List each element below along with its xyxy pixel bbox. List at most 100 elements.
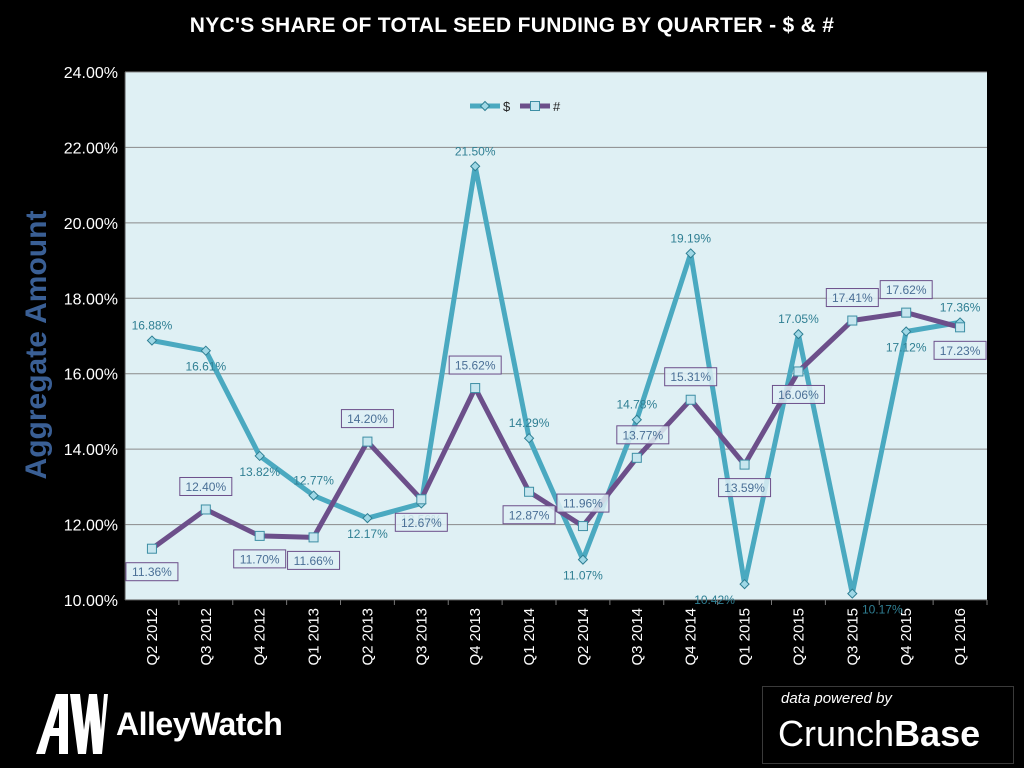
data-label-dollar: 10.42% (694, 593, 735, 607)
alleywatch-wordmark: AlleyWatch (116, 706, 283, 742)
legend-label: $ (503, 99, 511, 114)
data-label-dollar: 14.78% (616, 398, 657, 412)
powered-by-label: data powered by (781, 690, 892, 707)
x-tick-label: Q4 2013 (467, 608, 484, 666)
data-labels: 16.88%16.61%13.82%12.77%12.17%12.56%21.5… (125, 144, 987, 617)
x-tick-label: Q3 2014 (629, 608, 646, 666)
y-axis-label: Aggregate Amount (20, 211, 53, 480)
data-label-count: 13.59% (724, 481, 765, 495)
x-tick-label: Q1 2014 (521, 608, 538, 666)
data-label-dollar: 17.36% (940, 300, 981, 314)
chart-title: NYC'S SHARE OF TOTAL SEED FUNDING BY QUA… (189, 14, 835, 37)
y-axis-ticks: 10.00% 12.00% 14.00% 16.00% 18.00% 20.00% 22.0… (64, 65, 118, 610)
series-line-count (150, 310, 961, 551)
marker-count (308, 532, 319, 543)
data-label-dollar: 19.19% (670, 231, 711, 245)
data-label-count: 16.06% (778, 388, 819, 402)
data-label-box-count (340, 409, 394, 429)
data-label-dollar: 12.17% (347, 527, 388, 541)
data-label-box-count (394, 512, 448, 532)
data-label-count: 17.23% (940, 344, 981, 358)
data-label-dollar: 10.17% (862, 603, 903, 617)
x-tick-label: Q2 2015 (790, 608, 807, 666)
marker-dollar (146, 335, 158, 346)
data-label-box-count (718, 478, 772, 498)
data-label-dollar: 17.05% (778, 312, 819, 326)
data-label-box-count (825, 288, 879, 308)
marker-dollar (900, 326, 912, 337)
data-label-box-count (179, 476, 233, 496)
marker-count (577, 521, 588, 532)
marker-count (146, 543, 157, 554)
x-tick-label: Q2 2014 (575, 608, 592, 666)
marker-count (200, 504, 211, 515)
legend-marker-dollar (479, 100, 491, 112)
data-label-count: 12.87% (509, 508, 550, 522)
crunchbase-badge: data powered by CrunchBase (762, 686, 1014, 764)
data-label-dollar: 16.88% (132, 319, 173, 333)
marker-dollar (793, 328, 804, 340)
y-tick-label: 10.00% (64, 593, 118, 610)
data-label-dollar: 21.50% (455, 144, 496, 158)
x-tick-label: Q4 2012 (252, 608, 269, 666)
marker-dollar (469, 161, 481, 172)
crunchbase-logo-part1: Crunch (778, 713, 895, 754)
marker-count (524, 486, 535, 497)
y-tick-label: 12.00% (64, 518, 118, 535)
y-tick-label: 22.00% (64, 140, 118, 157)
data-label-box-count (125, 562, 179, 582)
marker-dollar (577, 554, 589, 565)
plot-area (125, 72, 987, 600)
y-tick-label: 16.00% (64, 367, 118, 384)
x-tick-label: Q2 2012 (144, 608, 161, 666)
y-tick-label: 24.00% (64, 65, 118, 82)
data-label-box-count (933, 340, 987, 360)
data-label-box-count (879, 280, 933, 300)
x-tick-label: Q4 2014 (683, 608, 700, 666)
series-line-dollar (151, 163, 961, 597)
marker-count (254, 530, 265, 541)
marker-dollar (362, 512, 373, 524)
marker-count (847, 315, 858, 326)
data-label-dollar: 13.82% (239, 465, 280, 479)
data-label-count: 11.36% (132, 565, 172, 579)
crunchbase-logo-part2: Base (894, 713, 981, 754)
data-label-count: 11.96% (563, 497, 603, 511)
x-tick-label: Q1 2015 (737, 608, 754, 666)
marker-count (631, 452, 642, 463)
data-label-count: 15.31% (670, 370, 711, 384)
marker-dollar (631, 414, 643, 425)
data-label-box-count (448, 355, 502, 375)
series-markers (146, 161, 966, 599)
data-label-dollar: 14.29% (509, 416, 550, 430)
crunchbase-logo: CrunchBase (778, 713, 980, 755)
marker-count (362, 436, 373, 447)
data-label-dollar: 17.12% (886, 340, 927, 354)
marker-dollar (523, 432, 535, 444)
data-label-count: 12.67% (401, 516, 442, 530)
x-tick-label: Q3 2012 (198, 608, 215, 666)
data-label-dollar: 12.77% (293, 474, 334, 488)
data-label-box-count (771, 384, 825, 404)
data-label-count: 14.20% (347, 412, 388, 426)
marker-dollar (847, 588, 858, 599)
data-label-box-count (233, 549, 287, 569)
x-tick-label: Q4 2015 (898, 608, 915, 666)
data-label-count: 15.62% (455, 359, 496, 373)
alleywatch-logo: AlleyWatch (34, 690, 294, 760)
marker-count (901, 307, 912, 318)
marker-count (955, 322, 966, 333)
y-tick-label: 18.00% (64, 291, 118, 308)
data-label-count: 17.62% (886, 283, 927, 297)
data-label-count: 12.40% (185, 480, 226, 494)
marker-dollar (739, 578, 750, 590)
legend-label: # (553, 99, 561, 114)
y-tick-label: 14.00% (64, 442, 118, 459)
data-label-dollar: 11.07% (563, 569, 603, 583)
marker-dollar (685, 248, 696, 259)
data-label-count: 13.77% (622, 428, 663, 442)
data-label-box-count (556, 493, 610, 513)
data-label-box-count (664, 367, 718, 387)
data-label-count: 11.70% (240, 552, 280, 566)
